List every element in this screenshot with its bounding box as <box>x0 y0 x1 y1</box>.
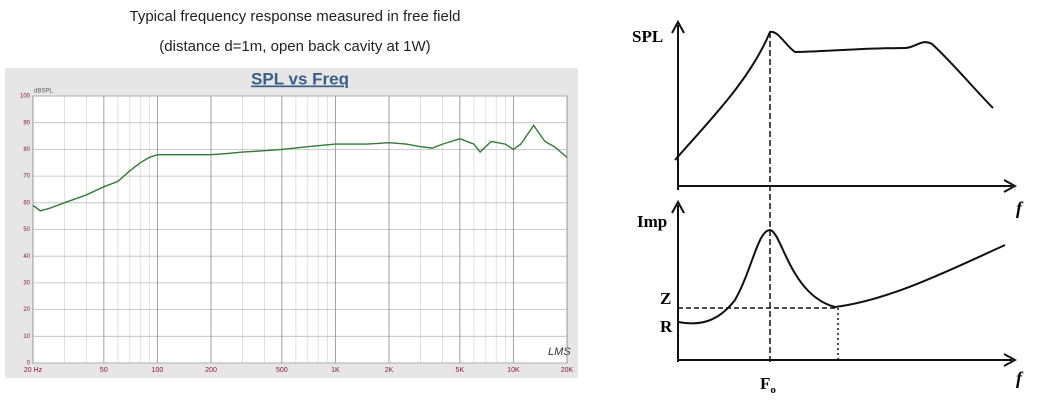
spl-curve <box>674 30 994 161</box>
x-tick-label: 200 <box>205 367 217 374</box>
z-label: Z <box>660 289 671 308</box>
y-tick-label: 60 <box>23 200 30 206</box>
fo-label: Fo <box>760 374 776 396</box>
axis-label: f <box>1016 198 1024 218</box>
x-tick-label: 20 Hz <box>24 367 43 374</box>
y-tick-label: 0 <box>27 361 31 367</box>
x-tick-label: 100 <box>152 367 164 374</box>
axis-label: SPL <box>632 27 663 46</box>
header-line: Typical frequency response measured in f… <box>129 8 460 25</box>
axis-label: Imp <box>637 212 667 231</box>
x-tick-label: 10K <box>507 367 520 374</box>
y-tick-label: 30 <box>23 280 30 286</box>
y-tick-label: 50 <box>23 227 30 233</box>
r-label: R <box>660 317 673 336</box>
y-tick-label: 100 <box>20 94 31 100</box>
x-tick-label: 2K <box>385 367 394 374</box>
x-tick-label: 5K <box>456 367 465 374</box>
x-tick-label: 1K <box>331 367 340 374</box>
imp-curve <box>677 228 1006 325</box>
axis-label: f <box>1016 368 1024 388</box>
y-tick-label: 70 <box>23 174 30 180</box>
y-tick-label: 10 <box>23 334 30 340</box>
fo-main: F <box>760 374 770 393</box>
header-line: (distance d=1m, open back cavity at 1W) <box>159 38 430 55</box>
diagram <box>671 19 1018 367</box>
watermark: LMS <box>548 346 571 358</box>
y-tick-label: 80 <box>23 147 30 153</box>
x-tick-label: 20K <box>561 367 574 374</box>
y-tick-label: 90 <box>23 120 30 126</box>
x-tick-label: 50 <box>100 367 108 374</box>
spl-axes <box>671 19 1018 193</box>
fo-sub: o <box>770 384 776 396</box>
y-tick-label: 20 <box>23 307 30 313</box>
chart: 0 10 20 30 40 50 60 70 80 90 100 20 Hz 50 100 200 500 1K… <box>20 94 574 374</box>
y-axis-label: dBSPL <box>34 89 53 95</box>
chart-title: SPL vs Freq <box>251 69 349 88</box>
x-tick-label: 500 <box>276 367 288 374</box>
imp-axes <box>671 199 1018 367</box>
y-tick-label: 40 <box>23 254 30 260</box>
data-line <box>32 124 568 212</box>
